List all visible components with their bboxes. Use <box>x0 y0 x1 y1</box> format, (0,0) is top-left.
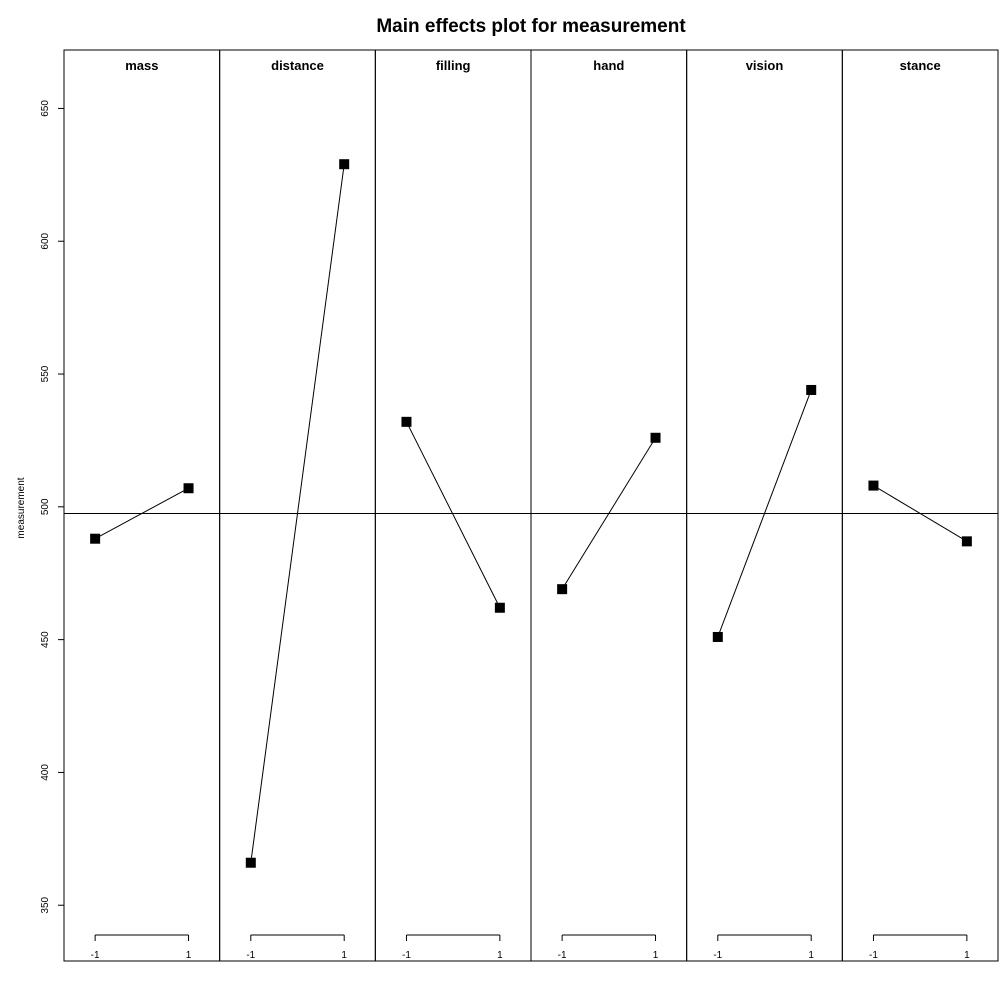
facet-stance: stance -1 1 <box>841 49 999 962</box>
point-mass-low <box>90 533 101 544</box>
chart-title: Main effects plot for measurement <box>376 16 686 37</box>
facet-border <box>63 49 221 962</box>
x-tick-label-filling-1: 1 <box>497 950 503 961</box>
x-tick-label-vision-0: -1 <box>713 950 722 961</box>
effect-line-filling <box>406 421 501 608</box>
x-tick-label-stance-0: -1 <box>869 950 878 961</box>
facet-label-distance: distance <box>271 58 324 73</box>
facet-vision: vision -1 1 <box>686 49 843 962</box>
x-tick-label-stance-1: 1 <box>964 950 970 961</box>
facet-mass: mass -1 1 <box>63 49 221 962</box>
y-axis-label: measurement <box>16 477 27 538</box>
x-tick-label-mass-1: 1 <box>186 950 192 961</box>
facet-border <box>530 49 688 962</box>
facet-border <box>219 49 376 962</box>
x-tick-label-filling-0: -1 <box>402 950 411 961</box>
x-tick-label-vision-1: 1 <box>808 950 814 961</box>
y-tick-label-650: 650 <box>40 100 51 117</box>
facet-label-filling: filling <box>436 58 471 73</box>
y-tick-label-500: 500 <box>40 498 51 515</box>
facet-filling: filling -1 1 <box>374 49 532 962</box>
y-tick-label-550: 550 <box>40 365 51 382</box>
facet-hand: hand -1 1 <box>530 49 688 962</box>
facet-distance: distance -1 1 <box>219 49 376 962</box>
x-tick-label-distance-1: 1 <box>341 950 347 961</box>
y-tick-label-400: 400 <box>40 764 51 781</box>
facet-border <box>686 49 843 962</box>
point-hand-high <box>650 432 661 443</box>
x-tick-label-distance-0: -1 <box>246 950 255 961</box>
x-tick-label-hand-1: 1 <box>653 950 659 961</box>
point-stance-low <box>868 480 879 491</box>
y-tick-label-450: 450 <box>40 631 51 648</box>
x-tick-label-hand-0: -1 <box>558 950 567 961</box>
point-hand-low <box>557 584 568 595</box>
x-tick-label-mass-0: -1 <box>91 950 100 961</box>
point-distance-high <box>339 159 350 170</box>
point-mass-high <box>183 483 194 494</box>
y-axis: 350 400 450 500 550 600 650 <box>40 100 64 914</box>
facet-label-mass: mass <box>125 58 158 73</box>
facet-label-stance: stance <box>900 58 941 73</box>
point-stance-high <box>961 536 972 547</box>
point-distance-low <box>245 857 256 868</box>
point-vision-high <box>806 384 817 395</box>
facet-label-hand: hand <box>593 58 624 73</box>
facet-border <box>374 49 532 962</box>
point-filling-high <box>494 602 505 613</box>
y-tick-label-350: 350 <box>40 896 51 913</box>
point-filling-low <box>401 416 412 427</box>
point-vision-low <box>712 631 723 642</box>
facet-border <box>841 49 999 962</box>
facet-label-vision: vision <box>746 58 784 73</box>
y-tick-label-600: 600 <box>40 232 51 249</box>
